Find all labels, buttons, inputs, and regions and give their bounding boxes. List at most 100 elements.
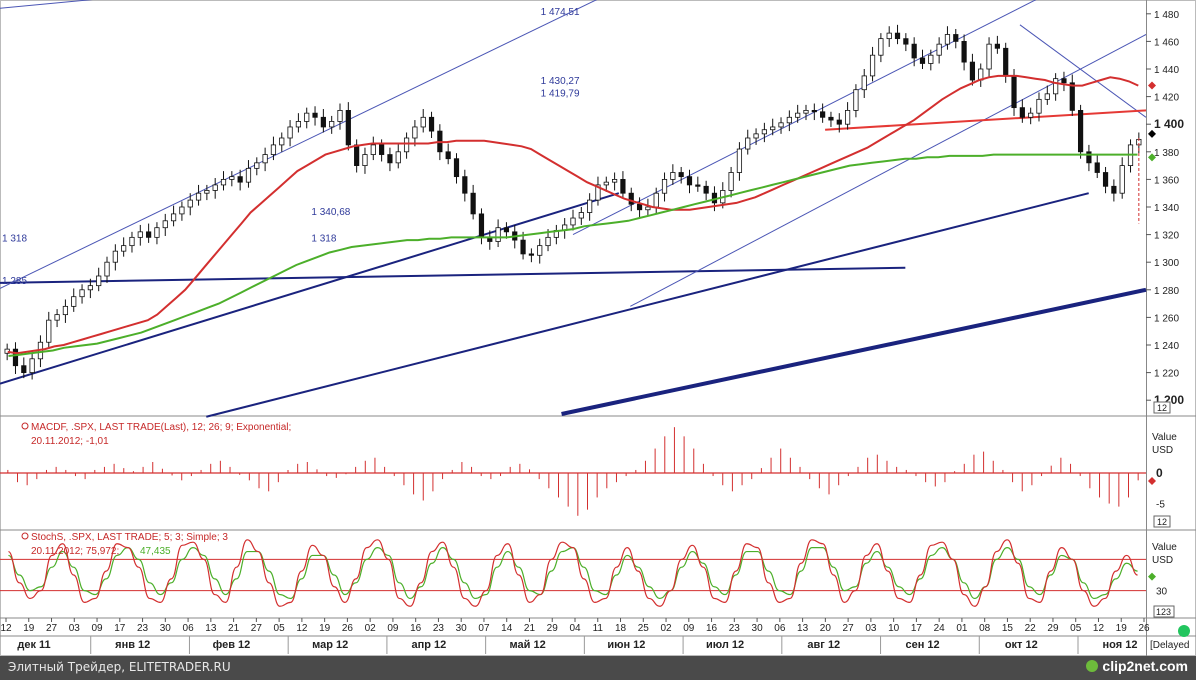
candle-body	[395, 151, 401, 164]
price-annotation: 1 340,68	[311, 207, 350, 218]
candle-body	[878, 38, 884, 56]
candle-body	[212, 184, 218, 191]
trendline	[630, 34, 1147, 307]
candle-body	[736, 148, 743, 173]
candle-body	[986, 43, 992, 70]
day-tick-label: 26	[1138, 623, 1150, 634]
status-dot-icon	[1178, 625, 1190, 637]
price-tick-label: 1 460	[1154, 37, 1179, 48]
day-tick-label: 12	[0, 623, 12, 634]
footer-bar: Элитный Трейдер, ELITETRADER.RU clip2net…	[0, 656, 1196, 680]
month-tick-label: мар 12	[312, 639, 348, 651]
candle-body	[1094, 162, 1100, 173]
candle-body	[1011, 75, 1017, 109]
day-tick-label: 09	[91, 623, 103, 634]
stoch-badge-box	[1153, 605, 1175, 618]
candle-body	[478, 213, 485, 238]
candle-body	[21, 365, 27, 374]
macd-marker-icon	[1148, 477, 1156, 485]
candle-body	[603, 181, 609, 186]
price-annotation: 1 318	[311, 233, 336, 244]
candle-body	[195, 192, 202, 201]
candle-body	[362, 154, 368, 166]
candle-body	[1019, 107, 1025, 118]
day-tick-label: 09	[683, 623, 695, 634]
candle-body	[262, 154, 268, 164]
price-tick-label: 1 220	[1154, 369, 1179, 380]
candle-body	[612, 178, 618, 183]
day-tick-label: 03	[69, 623, 81, 634]
trendline	[0, 0, 93, 9]
macd-header-usd: USD	[1152, 445, 1173, 456]
month-tick-label: дек 11	[17, 639, 50, 651]
candle-body	[146, 231, 152, 238]
day-tick-label: 23	[137, 623, 149, 634]
price-tick-label: 1 380	[1154, 148, 1179, 159]
candle-body	[204, 190, 210, 194]
price-tick-label: 1 260	[1154, 313, 1179, 324]
candle-body	[337, 110, 343, 122]
day-tick-label: 04	[569, 623, 581, 634]
day-tick-label: 02	[660, 623, 672, 634]
candle-body	[537, 245, 543, 256]
day-tick-label: 27	[46, 623, 58, 634]
price-annotation: 1 318	[2, 233, 27, 244]
trendline	[572, 0, 1037, 236]
day-tick-label: 29	[547, 623, 559, 634]
candle-body	[420, 116, 426, 128]
candle-body	[828, 116, 834, 121]
ma-red-line	[7, 74, 1139, 355]
day-tick-label: 19	[23, 623, 35, 634]
candle-body	[1119, 165, 1125, 194]
candle-body	[295, 121, 302, 128]
candle-body	[354, 144, 360, 166]
candle-body	[453, 158, 460, 178]
red-marker-icon	[1148, 81, 1156, 90]
candle-body	[312, 112, 318, 118]
candle-body	[944, 34, 951, 45]
day-tick-label: 12	[296, 623, 308, 634]
candle-body	[686, 176, 693, 186]
day-tick-label: 06	[183, 623, 195, 634]
candle-body	[329, 121, 335, 128]
macd-badge-box	[1153, 515, 1171, 528]
day-tick-label: 21	[228, 623, 240, 634]
candle-body	[54, 314, 60, 321]
candle-body	[587, 199, 593, 213]
day-tick-label: 06	[774, 623, 786, 634]
candle-body	[1061, 78, 1067, 84]
footer-credit: Элитный Трейдер, ELITETRADER.RU	[8, 660, 231, 674]
brand-text: clip2net.com	[1102, 658, 1188, 674]
candle-body	[104, 261, 110, 277]
price-annotation: 1 430,27	[541, 76, 580, 87]
candle-body	[403, 137, 410, 153]
macd-label: MACDF, .SPX, LAST TRADE(Last), 12; 26; 9…	[31, 422, 291, 433]
candle-body	[1102, 172, 1109, 187]
candle-body	[745, 137, 751, 150]
candle-body	[470, 192, 476, 215]
stoch-header-usd: USD	[1152, 555, 1173, 566]
candle-body	[844, 110, 851, 125]
day-tick-label: 30	[160, 623, 172, 634]
day-tick-label: 01	[956, 623, 968, 634]
candle-body	[903, 38, 909, 45]
trendline	[0, 192, 620, 385]
candle-body	[162, 220, 168, 229]
candle-body	[1077, 110, 1084, 153]
price-chart[interactable]: 1 480 1 460 1 440 1 420 1 400 1 380 1 360 1 340…	[0, 0, 1196, 656]
candle-body	[620, 178, 626, 194]
candle-body	[1111, 185, 1117, 194]
candle-body	[919, 57, 926, 64]
candle-body	[911, 43, 917, 59]
brand-logo[interactable]: clip2net.com	[1086, 658, 1188, 674]
price-badge-box	[1153, 401, 1171, 414]
candle-body	[320, 116, 326, 128]
day-tick-label: 23	[433, 623, 445, 634]
candle-body	[894, 32, 901, 40]
candle-body	[836, 119, 842, 125]
candle-body	[869, 54, 876, 77]
day-tick-label: 22	[1025, 623, 1037, 634]
day-tick-label: 27	[251, 623, 263, 634]
day-tick-label: 11	[593, 623, 604, 634]
